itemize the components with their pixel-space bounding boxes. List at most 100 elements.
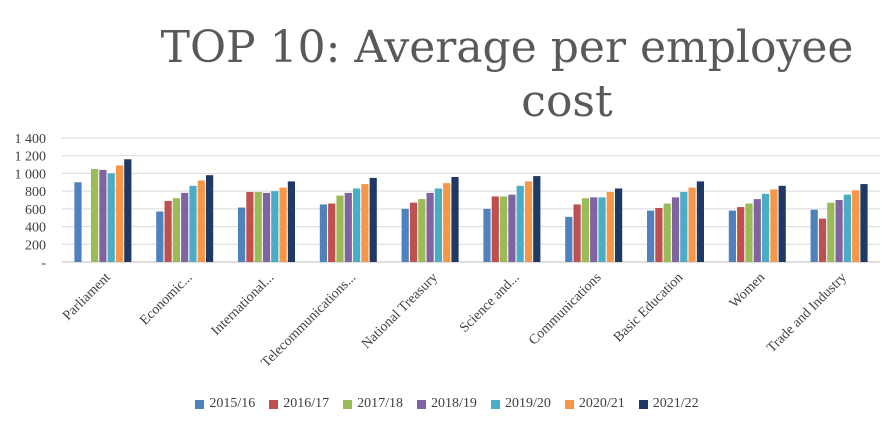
y-tick-label: 1 000 bbox=[15, 167, 47, 182]
bar bbox=[762, 193, 770, 262]
legend-label: 2021/22 bbox=[652, 396, 699, 411]
bar bbox=[843, 194, 851, 262]
bar bbox=[508, 194, 516, 262]
bar bbox=[369, 177, 377, 262]
x-tick-label: Basic Education bbox=[611, 270, 686, 345]
x-axis-tick-labels: Parliament Economic... International...Tel… bbox=[60, 270, 850, 370]
bar bbox=[852, 190, 860, 262]
bar bbox=[688, 187, 696, 262]
bar bbox=[401, 208, 409, 262]
bar bbox=[671, 197, 680, 262]
bar bbox=[328, 203, 336, 262]
bar bbox=[565, 216, 573, 262]
x-tick-label: Women bbox=[727, 270, 768, 311]
y-tick-label: - bbox=[41, 256, 46, 271]
legend-swatch bbox=[490, 399, 500, 409]
bar bbox=[615, 188, 623, 262]
chart-title-line-1: TOP 10: Average per employee bbox=[160, 22, 854, 73]
legend-item: 2017/18 bbox=[343, 396, 403, 412]
bar bbox=[262, 192, 271, 262]
legend-swatch bbox=[564, 399, 574, 409]
bar bbox=[778, 185, 786, 262]
legend-item: 2019/20 bbox=[490, 396, 551, 412]
legend-swatch bbox=[638, 399, 648, 409]
bar bbox=[107, 173, 115, 262]
y-tick-label: 600 bbox=[25, 203, 46, 218]
bar bbox=[590, 197, 598, 262]
bar bbox=[770, 189, 778, 262]
x-tick-label: Communications bbox=[526, 270, 604, 348]
chart-title-line-2: cost bbox=[521, 76, 613, 127]
bar bbox=[344, 192, 352, 262]
bar bbox=[696, 181, 704, 262]
bar bbox=[647, 210, 655, 262]
bar bbox=[451, 176, 459, 262]
legend-swatch bbox=[269, 399, 279, 409]
bar bbox=[483, 208, 491, 262]
legend-label: 2019/20 bbox=[504, 396, 551, 411]
bar bbox=[573, 204, 581, 262]
y-tick-label: 800 bbox=[25, 185, 46, 200]
bar bbox=[287, 181, 295, 262]
bar bbox=[279, 187, 287, 262]
bar bbox=[818, 218, 827, 262]
x-tick-label: International... bbox=[209, 270, 278, 339]
bar bbox=[500, 196, 508, 262]
bar bbox=[728, 210, 736, 262]
x-tick-label: Telecommunications... bbox=[259, 270, 359, 370]
bar bbox=[206, 175, 214, 262]
y-tick-label: 200 bbox=[25, 238, 46, 253]
bar bbox=[361, 184, 369, 262]
bar bbox=[598, 197, 606, 262]
legend-label: 2015/16 bbox=[209, 396, 256, 411]
bar bbox=[271, 191, 279, 262]
legend-label: 2018/19 bbox=[431, 396, 477, 411]
legend-item: 2020/21 bbox=[564, 396, 625, 412]
bar bbox=[353, 188, 361, 262]
legend-item: 2015/16 bbox=[195, 396, 255, 412]
legend-item: 2018/19 bbox=[417, 396, 477, 412]
bar bbox=[246, 192, 254, 262]
bar bbox=[491, 196, 499, 262]
bar bbox=[189, 185, 197, 262]
legend-swatch bbox=[417, 399, 427, 409]
bar bbox=[319, 204, 327, 262]
y-tick-label: 1 400 bbox=[15, 132, 47, 147]
legend: 2015/16 2016/17 2017/18 2018/19 2019/20 2020/… bbox=[0, 396, 894, 412]
bar bbox=[663, 203, 671, 262]
legend-item: 2016/17 bbox=[269, 396, 329, 412]
bar bbox=[680, 192, 688, 262]
bar bbox=[91, 169, 99, 262]
bar bbox=[74, 182, 82, 262]
bar bbox=[124, 159, 132, 262]
legend-swatch bbox=[195, 399, 205, 409]
bar bbox=[418, 199, 426, 262]
bar bbox=[197, 180, 205, 262]
bar bbox=[745, 203, 753, 262]
bar bbox=[533, 176, 541, 262]
bar bbox=[336, 195, 344, 262]
bar bbox=[606, 192, 614, 262]
bar bbox=[810, 209, 818, 262]
bar bbox=[827, 202, 835, 262]
bar bbox=[835, 200, 843, 262]
bar bbox=[409, 202, 418, 262]
bar bbox=[99, 169, 107, 262]
bar bbox=[581, 198, 589, 262]
y-tick-label: 400 bbox=[25, 221, 46, 236]
bar bbox=[156, 211, 164, 262]
bar bbox=[737, 207, 745, 262]
legend-label: 2020/21 bbox=[578, 396, 625, 411]
legend-label: 2017/18 bbox=[357, 396, 404, 411]
bar bbox=[115, 165, 124, 262]
bar bbox=[181, 192, 189, 262]
legend-item: 2021/22 bbox=[638, 396, 699, 412]
bar bbox=[164, 200, 172, 262]
bars bbox=[74, 159, 868, 262]
bar bbox=[524, 181, 533, 262]
bar bbox=[655, 207, 663, 262]
bar bbox=[254, 192, 262, 262]
bar bbox=[238, 207, 246, 262]
bar bbox=[860, 184, 868, 262]
